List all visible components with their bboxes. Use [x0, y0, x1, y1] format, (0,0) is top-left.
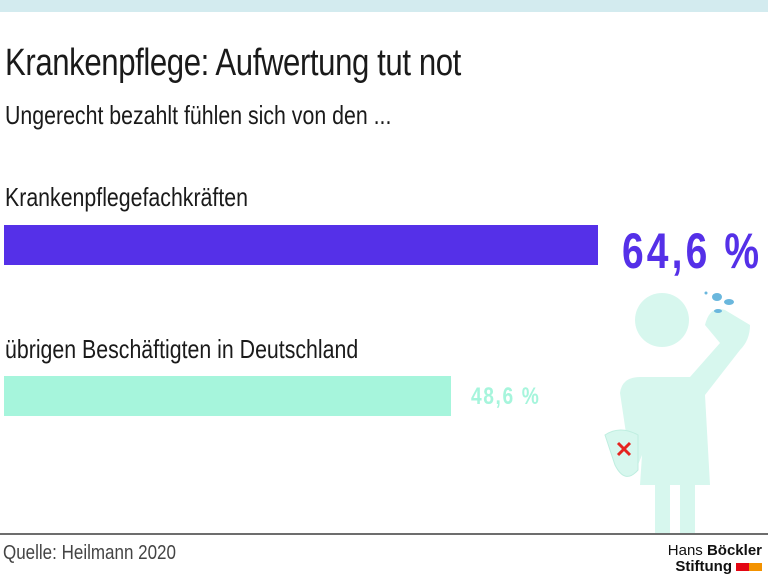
nurse-wiping-sweat-icon	[604, 291, 750, 533]
source-note: Quelle: Heilmann 2020	[3, 542, 176, 564]
hans-boeckler-stiftung-logo: Hans Böckler Stiftung	[668, 543, 762, 575]
category-label-0: Krankenpflegefachkräften	[5, 182, 248, 212]
chart-subtitle: Ungerecht bezahlt fühlen sich von den ..…	[5, 100, 392, 130]
bar-1	[4, 376, 451, 416]
logo-text-hans: Hans	[667, 542, 703, 559]
value-label-0: 64,6 %	[621, 223, 762, 279]
footer-divider	[0, 533, 768, 535]
logo-text-boeckler: Böckler	[706, 542, 762, 559]
top-stripe	[0, 0, 768, 12]
bar-0	[4, 225, 598, 265]
value-label-1: 48,6 %	[470, 383, 540, 410]
logo-mark	[736, 563, 762, 572]
category-label-1: übrigen Beschäftigten in Deutschland	[5, 334, 359, 364]
chart-title: Krankenpflege: Aufwertung tut not	[5, 42, 461, 84]
logo-text-stiftung: Stiftung	[675, 558, 732, 575]
